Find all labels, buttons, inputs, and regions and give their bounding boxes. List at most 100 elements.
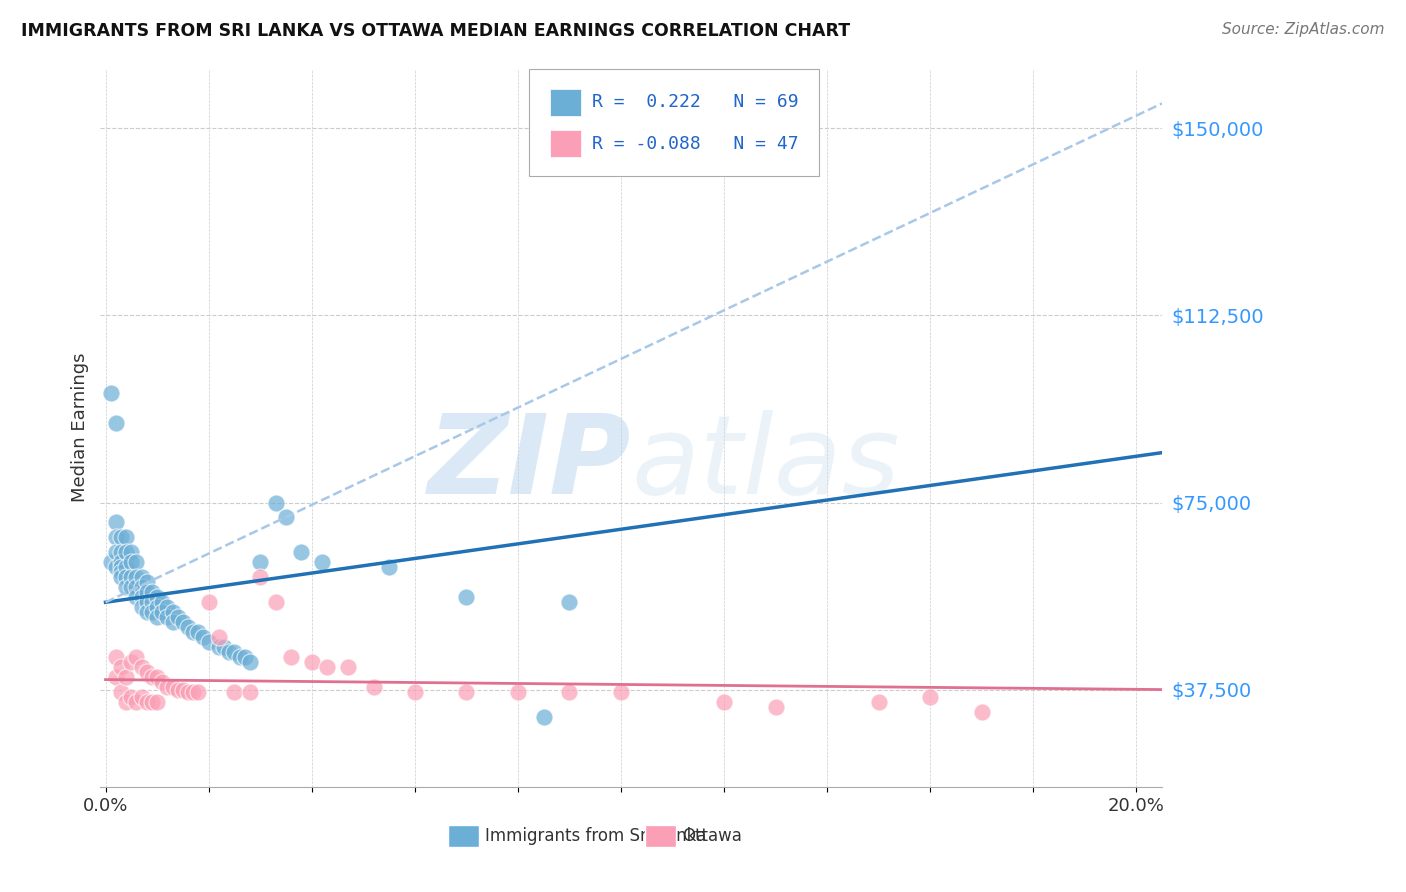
Text: IMMIGRANTS FROM SRI LANKA VS OTTAWA MEDIAN EARNINGS CORRELATION CHART: IMMIGRANTS FROM SRI LANKA VS OTTAWA MEDI… [21,22,851,40]
Point [264,495,287,509]
Text: Ottawa: Ottawa [682,827,742,845]
Point [264,595,287,609]
Point [181,625,204,640]
Point [970,705,993,719]
Point [110,570,132,584]
Point [125,591,148,605]
Point [765,700,787,714]
Text: atlas: atlas [631,410,900,517]
Text: Source: ZipAtlas.com: Source: ZipAtlas.com [1222,22,1385,37]
Point [146,591,169,605]
Point [868,695,890,709]
Point [146,695,169,709]
Point [125,695,148,709]
Point [610,685,633,699]
Point [115,695,138,709]
Point [301,655,323,669]
Point [150,605,173,619]
Point [172,615,194,630]
Point [218,645,240,659]
Point [197,595,219,609]
Point [156,680,179,694]
Point [150,675,173,690]
Point [533,710,555,724]
Point [456,591,478,605]
Point [713,695,735,709]
Point [135,575,157,590]
Point [104,416,127,430]
Point [224,685,246,699]
Point [120,580,142,594]
Point [104,516,127,530]
Point [120,555,142,569]
Point [172,682,194,697]
Point [104,650,127,665]
Point [120,545,142,559]
Point [115,560,138,574]
Point [181,685,204,699]
Text: ZIP: ZIP [427,410,631,517]
Point [336,660,359,674]
Point [131,580,153,594]
Point [193,630,215,644]
Point [125,570,148,584]
Point [135,595,157,609]
Point [110,566,132,580]
Point [100,385,122,400]
Point [239,655,262,669]
Point [224,645,246,659]
Point [166,682,188,697]
Point [239,685,262,699]
Point [131,690,153,704]
Point [233,650,256,665]
Point [125,580,148,594]
Point [208,630,231,644]
Point [110,530,132,544]
Point [131,591,153,605]
Point [558,595,581,609]
Point [125,650,148,665]
Point [131,660,153,674]
Point [274,510,297,524]
Point [135,665,157,679]
Point [558,685,581,699]
Point [506,685,529,699]
Point [110,685,132,699]
Point [115,580,138,594]
Point [141,585,163,599]
Point [115,670,138,684]
Point [146,670,169,684]
Point [141,670,163,684]
Point [212,640,235,655]
Point [135,695,157,709]
Point [146,600,169,615]
Text: R = -0.088   N = 47: R = -0.088 N = 47 [592,135,799,153]
Point [162,605,184,619]
Point [115,530,138,544]
Point [150,595,173,609]
Point [110,660,132,674]
Text: Immigrants from Sri Lanka: Immigrants from Sri Lanka [485,827,706,845]
Point [162,680,184,694]
Point [920,690,942,704]
Point [187,685,209,699]
Point [156,610,179,624]
Point [104,545,127,559]
Point [141,605,163,619]
Point [166,610,188,624]
Point [104,530,127,544]
Point [131,570,153,584]
Point [110,545,132,559]
Point [104,670,127,684]
Point [249,555,271,569]
Point [156,600,179,615]
Point [404,685,426,699]
Point [378,560,401,574]
Point [110,560,132,574]
Point [141,595,163,609]
Point [290,545,312,559]
Point [120,570,142,584]
Point [197,635,219,649]
Point [456,685,478,699]
Point [131,600,153,615]
